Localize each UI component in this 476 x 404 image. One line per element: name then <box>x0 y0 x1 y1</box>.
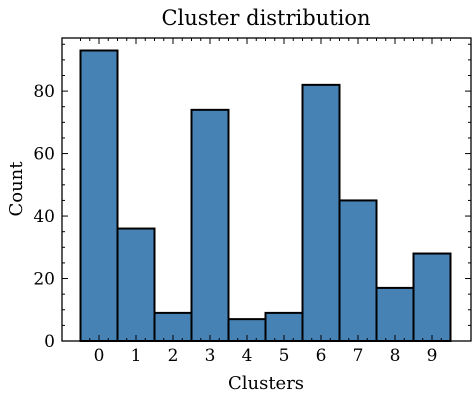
bar-1 <box>116 227 156 342</box>
x-tick-label: 3 <box>205 346 216 366</box>
plot-frame <box>61 37 472 342</box>
ticks-layer: 0 1 2 3 4 5 6 7 8 9 0 20 40 60 80 <box>33 38 471 366</box>
bar-9 <box>412 252 452 343</box>
x-tick-label: 9 <box>427 346 438 366</box>
x-tick-label: 5 <box>279 346 290 366</box>
bar-7 <box>338 199 378 342</box>
x-tick-label: 4 <box>242 346 253 366</box>
x-tick-label: 6 <box>316 346 327 366</box>
bar-3 <box>190 108 230 342</box>
y-axis-label: Count <box>6 161 27 217</box>
x-tick-label: 0 <box>94 346 105 366</box>
bar-0 <box>79 49 119 343</box>
x-tick-label: 2 <box>168 346 179 366</box>
y-tick-label: 40 <box>33 207 55 227</box>
x-tick-label: 7 <box>353 346 364 366</box>
bar-8 <box>375 286 415 343</box>
chart-title: Cluster distribution <box>161 6 370 30</box>
bar-6 <box>301 83 341 342</box>
x-tick-label: 1 <box>131 346 142 366</box>
y-tick-label: 60 <box>33 145 55 165</box>
x-tick-label: 8 <box>390 346 401 366</box>
x-axis-label: Clusters <box>228 373 304 394</box>
y-tick-label: 80 <box>33 82 55 102</box>
y-tick-label: 20 <box>33 270 55 290</box>
bars-layer <box>79 49 452 343</box>
y-tick-label: 0 <box>44 332 55 352</box>
